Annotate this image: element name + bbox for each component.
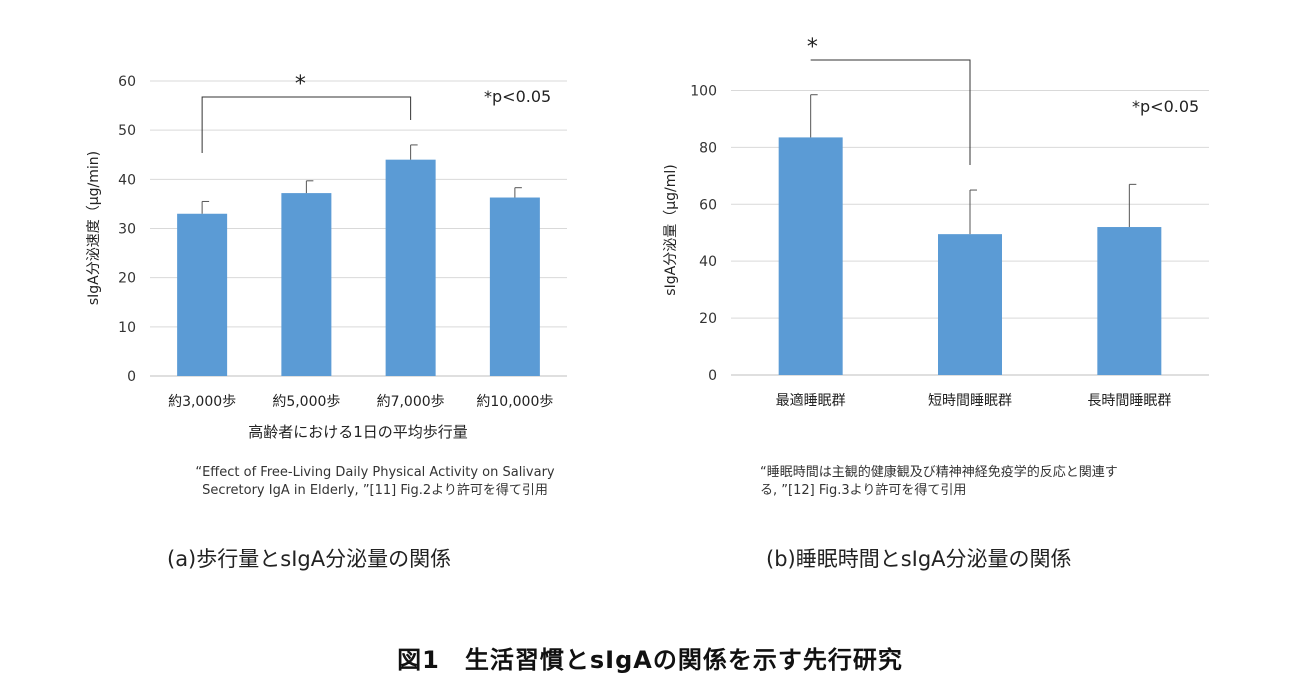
a-x-tick-label: 約7,000歩 [377, 394, 445, 410]
caption-b: “睡眠時間は主観的健康観及び精神神経免疫学的反応と関連す る, ”[12] Fi… [760, 464, 1210, 500]
b-bracket [810, 59, 971, 165]
b-bar [1097, 227, 1162, 375]
panel-label-b: (b)睡眠時間とsIgA分泌量の関係 [766, 547, 1072, 571]
b-y-tick-label: 20 [699, 311, 717, 327]
b-y-axis-label: sIgA分泌量（μg/ml) [663, 164, 679, 295]
a-bar [281, 193, 332, 376]
a-y-tick-label: 60 [118, 74, 136, 90]
b-p-value-annotation: *p<0.05 [1132, 97, 1199, 116]
a-p-value-annotation: *p<0.05 [484, 87, 551, 106]
figure-title: 図1 生活習慣とsIgAの関係を示す先行研究 [397, 646, 903, 674]
a-y-tick-label: 30 [118, 222, 136, 238]
b-x-tick-label: 長時間睡眠群 [1087, 393, 1171, 409]
a-y-tick-label: 0 [127, 369, 136, 385]
b-y-tick-labels: 0 20 40 60 80 100 [690, 83, 717, 384]
caption-a: “Effect of Free-Living Daily Physical Ac… [140, 464, 610, 500]
b-x-tick-label: 短時間睡眠群 [928, 393, 1012, 409]
b-bars [778, 137, 1162, 375]
a-x-tick-labels: 約3,000歩 約5,000歩 約7,000歩 約10,000歩 [168, 394, 553, 410]
a-y-tick-label: 40 [118, 172, 136, 188]
a-x-axis-label: 高齢者における1日の平均歩行量 [248, 423, 468, 441]
a-y-tick-labels: 0 10 20 30 40 50 60 [118, 74, 136, 385]
a-y-tick-label: 50 [118, 123, 136, 139]
b-x-tick-labels: 最適睡眠群 短時間睡眠群 長時間睡眠群 [776, 392, 1172, 409]
b-significance-bracket: * [807, 35, 971, 165]
a-y-axis-label: sIgA分泌速度（μg/min) [86, 151, 102, 305]
a-x-tick-label: 約3,000歩 [168, 394, 236, 410]
b-x-tick-label: 最適睡眠群 [776, 392, 846, 409]
a-bracket [201, 96, 412, 153]
a-bar [489, 197, 540, 376]
b-y-tick-label: 40 [699, 254, 717, 270]
a-y-tick-label: 10 [118, 320, 136, 336]
a-significance-bracket: * [201, 72, 412, 153]
b-y-tick-label: 60 [699, 197, 717, 213]
caption-b-line1: “睡眠時間は主観的健康観及び精神神経免疫学的反応と関連す [760, 465, 1118, 480]
b-bar [778, 137, 843, 375]
caption-a-line1: “Effect of Free-Living Daily Physical Ac… [195, 465, 555, 480]
a-bar [177, 213, 228, 376]
a-bars [177, 159, 540, 376]
b-y-tick-label: 0 [708, 368, 717, 384]
caption-a-line2: Secretory IgA in Elderly, ”[11] Fig.2より許… [202, 483, 548, 498]
a-x-tick-label: 約5,000歩 [272, 394, 340, 410]
b-significance-star: * [807, 35, 818, 60]
a-y-tick-label: 20 [118, 271, 136, 287]
a-error-bars [201, 144, 522, 214]
panel-label-a: (a)歩行量とsIgA分泌量の関係 [167, 547, 452, 571]
a-significance-star: * [295, 72, 306, 97]
b-y-tick-label: 100 [690, 83, 717, 99]
b-y-tick-label: 80 [699, 140, 717, 156]
b-error-bars [810, 94, 1137, 235]
a-bar [385, 159, 436, 376]
b-bar [938, 234, 1002, 375]
a-x-tick-label: 約10,000歩 [476, 394, 553, 410]
caption-b-line2: る, ”[12] Fig.3より許可を得て引用 [760, 483, 967, 498]
